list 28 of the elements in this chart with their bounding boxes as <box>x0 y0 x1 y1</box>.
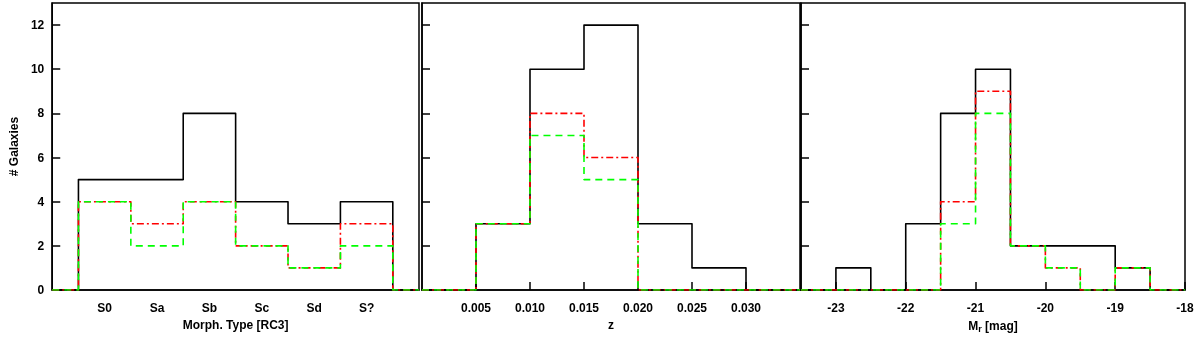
x-axis-title: z <box>608 317 614 332</box>
y-tick-label: 0 <box>37 283 45 297</box>
y-tick-label: 6 <box>37 150 45 165</box>
x-tick-label: Sa <box>149 301 165 315</box>
x-tick-label: Sc <box>254 301 270 315</box>
x-tick-label: 0.020 <box>622 301 654 315</box>
x-tick-label: -23 <box>827 301 845 315</box>
x-tick-label: Sb <box>201 301 218 315</box>
x-axis-title: Morph. Type [RC3] <box>182 317 289 332</box>
x-tick-label: -19 <box>1106 301 1125 315</box>
y-tick-label: 4 <box>37 194 45 209</box>
y-tick-label: 10 <box>30 62 45 77</box>
x-tick-label: 0.030 <box>730 301 762 315</box>
x-tick-label: 0.015 <box>568 301 600 315</box>
x-tick-label: Sd <box>306 301 322 315</box>
y-tick-label: 12 <box>30 18 45 33</box>
x-tick-label: 0.025 <box>676 301 708 315</box>
x-tick-label: -22 <box>897 301 915 315</box>
y-axis-title: # Galaxies <box>7 116 21 177</box>
x-tick-label: S? <box>358 301 375 315</box>
x-tick-label: S0 <box>97 301 113 315</box>
x-tick-label: 0.005 <box>460 301 492 315</box>
x-tick-label: -21 <box>966 301 985 315</box>
x-tick-label: -18 <box>1176 301 1194 315</box>
y-tick-label: 2 <box>37 238 45 253</box>
x-tick-label: -20 <box>1036 301 1055 315</box>
y-tick-label: 8 <box>37 106 45 121</box>
x-tick-label: 0.010 <box>514 301 546 315</box>
